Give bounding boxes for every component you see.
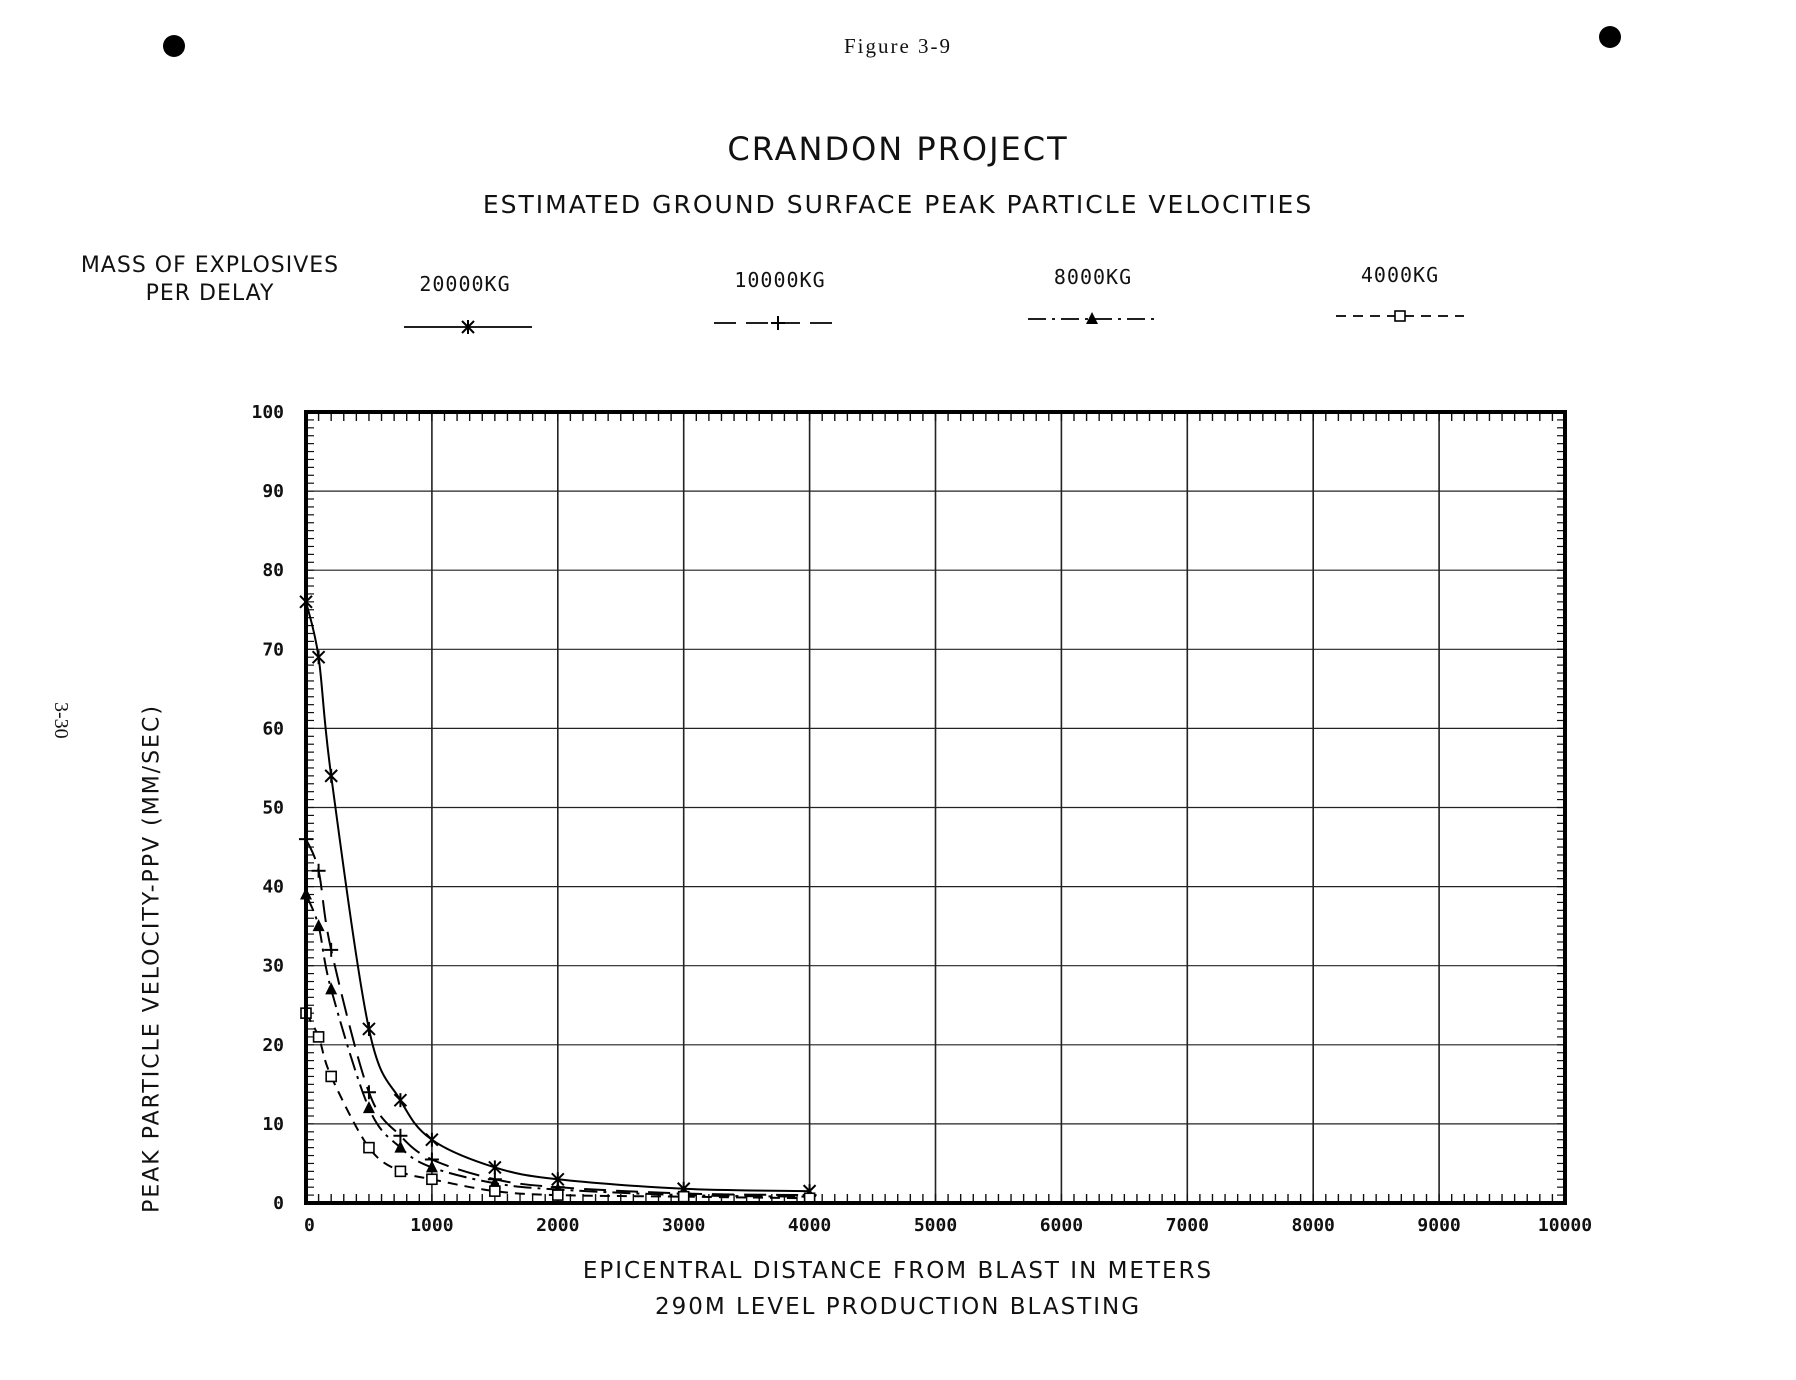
series-layer: [299, 594, 817, 1205]
x-axis-label: EPICENTRAL DISTANCE FROM BLAST IN METERS: [582, 1258, 1214, 1284]
data-point-marker: [394, 1140, 407, 1153]
data-point-marker: [426, 1173, 438, 1186]
y-tick-label: 80: [262, 560, 284, 581]
legend-sample-20000KG: [404, 320, 532, 334]
x-tick-label: 6000: [1040, 1215, 1083, 1236]
series-line: [305, 601, 810, 1193]
y-tick-label: 50: [262, 798, 284, 819]
series-line: [305, 894, 810, 1198]
x-tick-label: 2000: [536, 1215, 579, 1236]
punch-hole-left: [163, 35, 185, 57]
legend-title: MASS OF EXPLOSIVES PER DELAY: [50, 252, 370, 308]
legend-title-line1: MASS OF EXPLOSIVES: [80, 253, 340, 278]
y-tick-label: 90: [262, 481, 284, 502]
data-point-marker: [551, 1189, 564, 1201]
data-point-marker: [488, 1176, 501, 1189]
y-tick-label: 40: [262, 877, 284, 898]
figure-label: Figure 3-9: [843, 34, 953, 58]
x-tick-label: 0: [304, 1215, 315, 1236]
y-tick-label: 70: [262, 639, 284, 660]
legend-title-line2: PER DELAY: [145, 281, 275, 306]
data-point-marker: [489, 1185, 501, 1197]
x-tick-label: 3000: [662, 1215, 705, 1236]
punch-hole-right: [1599, 26, 1621, 48]
y-tick-label: 10: [262, 1114, 284, 1135]
y-tick-label: 100: [251, 402, 284, 423]
y-tick-label: 30: [262, 956, 284, 977]
x-tick-label: 10000: [1538, 1215, 1592, 1236]
legend-sample-10000KG: [714, 316, 842, 330]
data-point-marker: [325, 982, 338, 995]
legend-label-10000kg: 10000KG: [734, 268, 826, 292]
legend-sample-8000KG: [1028, 312, 1156, 324]
legend-sample-4000KG: [1336, 310, 1464, 322]
data-point-marker: [394, 1165, 407, 1178]
legend-samples: [404, 310, 1464, 334]
data-point-marker: [325, 1070, 337, 1083]
x-tick-label: 5000: [914, 1215, 957, 1236]
x-tick-label: 7000: [1166, 1215, 1209, 1236]
data-point-marker: [677, 1190, 690, 1203]
plot-frame: [304, 410, 1567, 1205]
y-tick-label: 20: [262, 1035, 284, 1056]
x-tick-label: 1000: [410, 1215, 453, 1236]
data-point-marker: [362, 1101, 375, 1114]
footer-caption: 290M LEVEL PRODUCTION BLASTING: [654, 1294, 1142, 1320]
data-point-marker: [425, 1160, 438, 1173]
legend-label-4000kg: 4000KG: [1360, 263, 1440, 287]
plot-border: [304, 410, 1567, 1205]
y-tick-label: 0: [273, 1193, 284, 1214]
data-point-marker: [363, 1141, 375, 1154]
y-tick-label: 60: [262, 718, 284, 739]
chart-grid: [305, 411, 1566, 1204]
legend-marker: [1086, 312, 1098, 324]
legend-label-8000kg: 8000KG: [1053, 265, 1133, 289]
x-tick-label: 9000: [1417, 1215, 1460, 1236]
tick-labels: 0 1000 2000 3000 4000 5000 6000 7000 8000 9000 100…: [251, 402, 1592, 1236]
chart-subtitle: ESTIMATED GROUND SURFACE PEAK PARTICLE V…: [482, 190, 1314, 219]
x-tick-label: 8000: [1292, 1215, 1335, 1236]
chart-title: CRANDON PROJECT: [727, 130, 1069, 168]
data-point-marker: [312, 919, 325, 932]
legend-marker: [1394, 310, 1406, 322]
series-line: [305, 838, 810, 1197]
data-point-marker: [312, 1031, 325, 1043]
x-tick-label: 4000: [788, 1215, 831, 1236]
legend-label-20000kg: 20000KG: [419, 272, 511, 296]
